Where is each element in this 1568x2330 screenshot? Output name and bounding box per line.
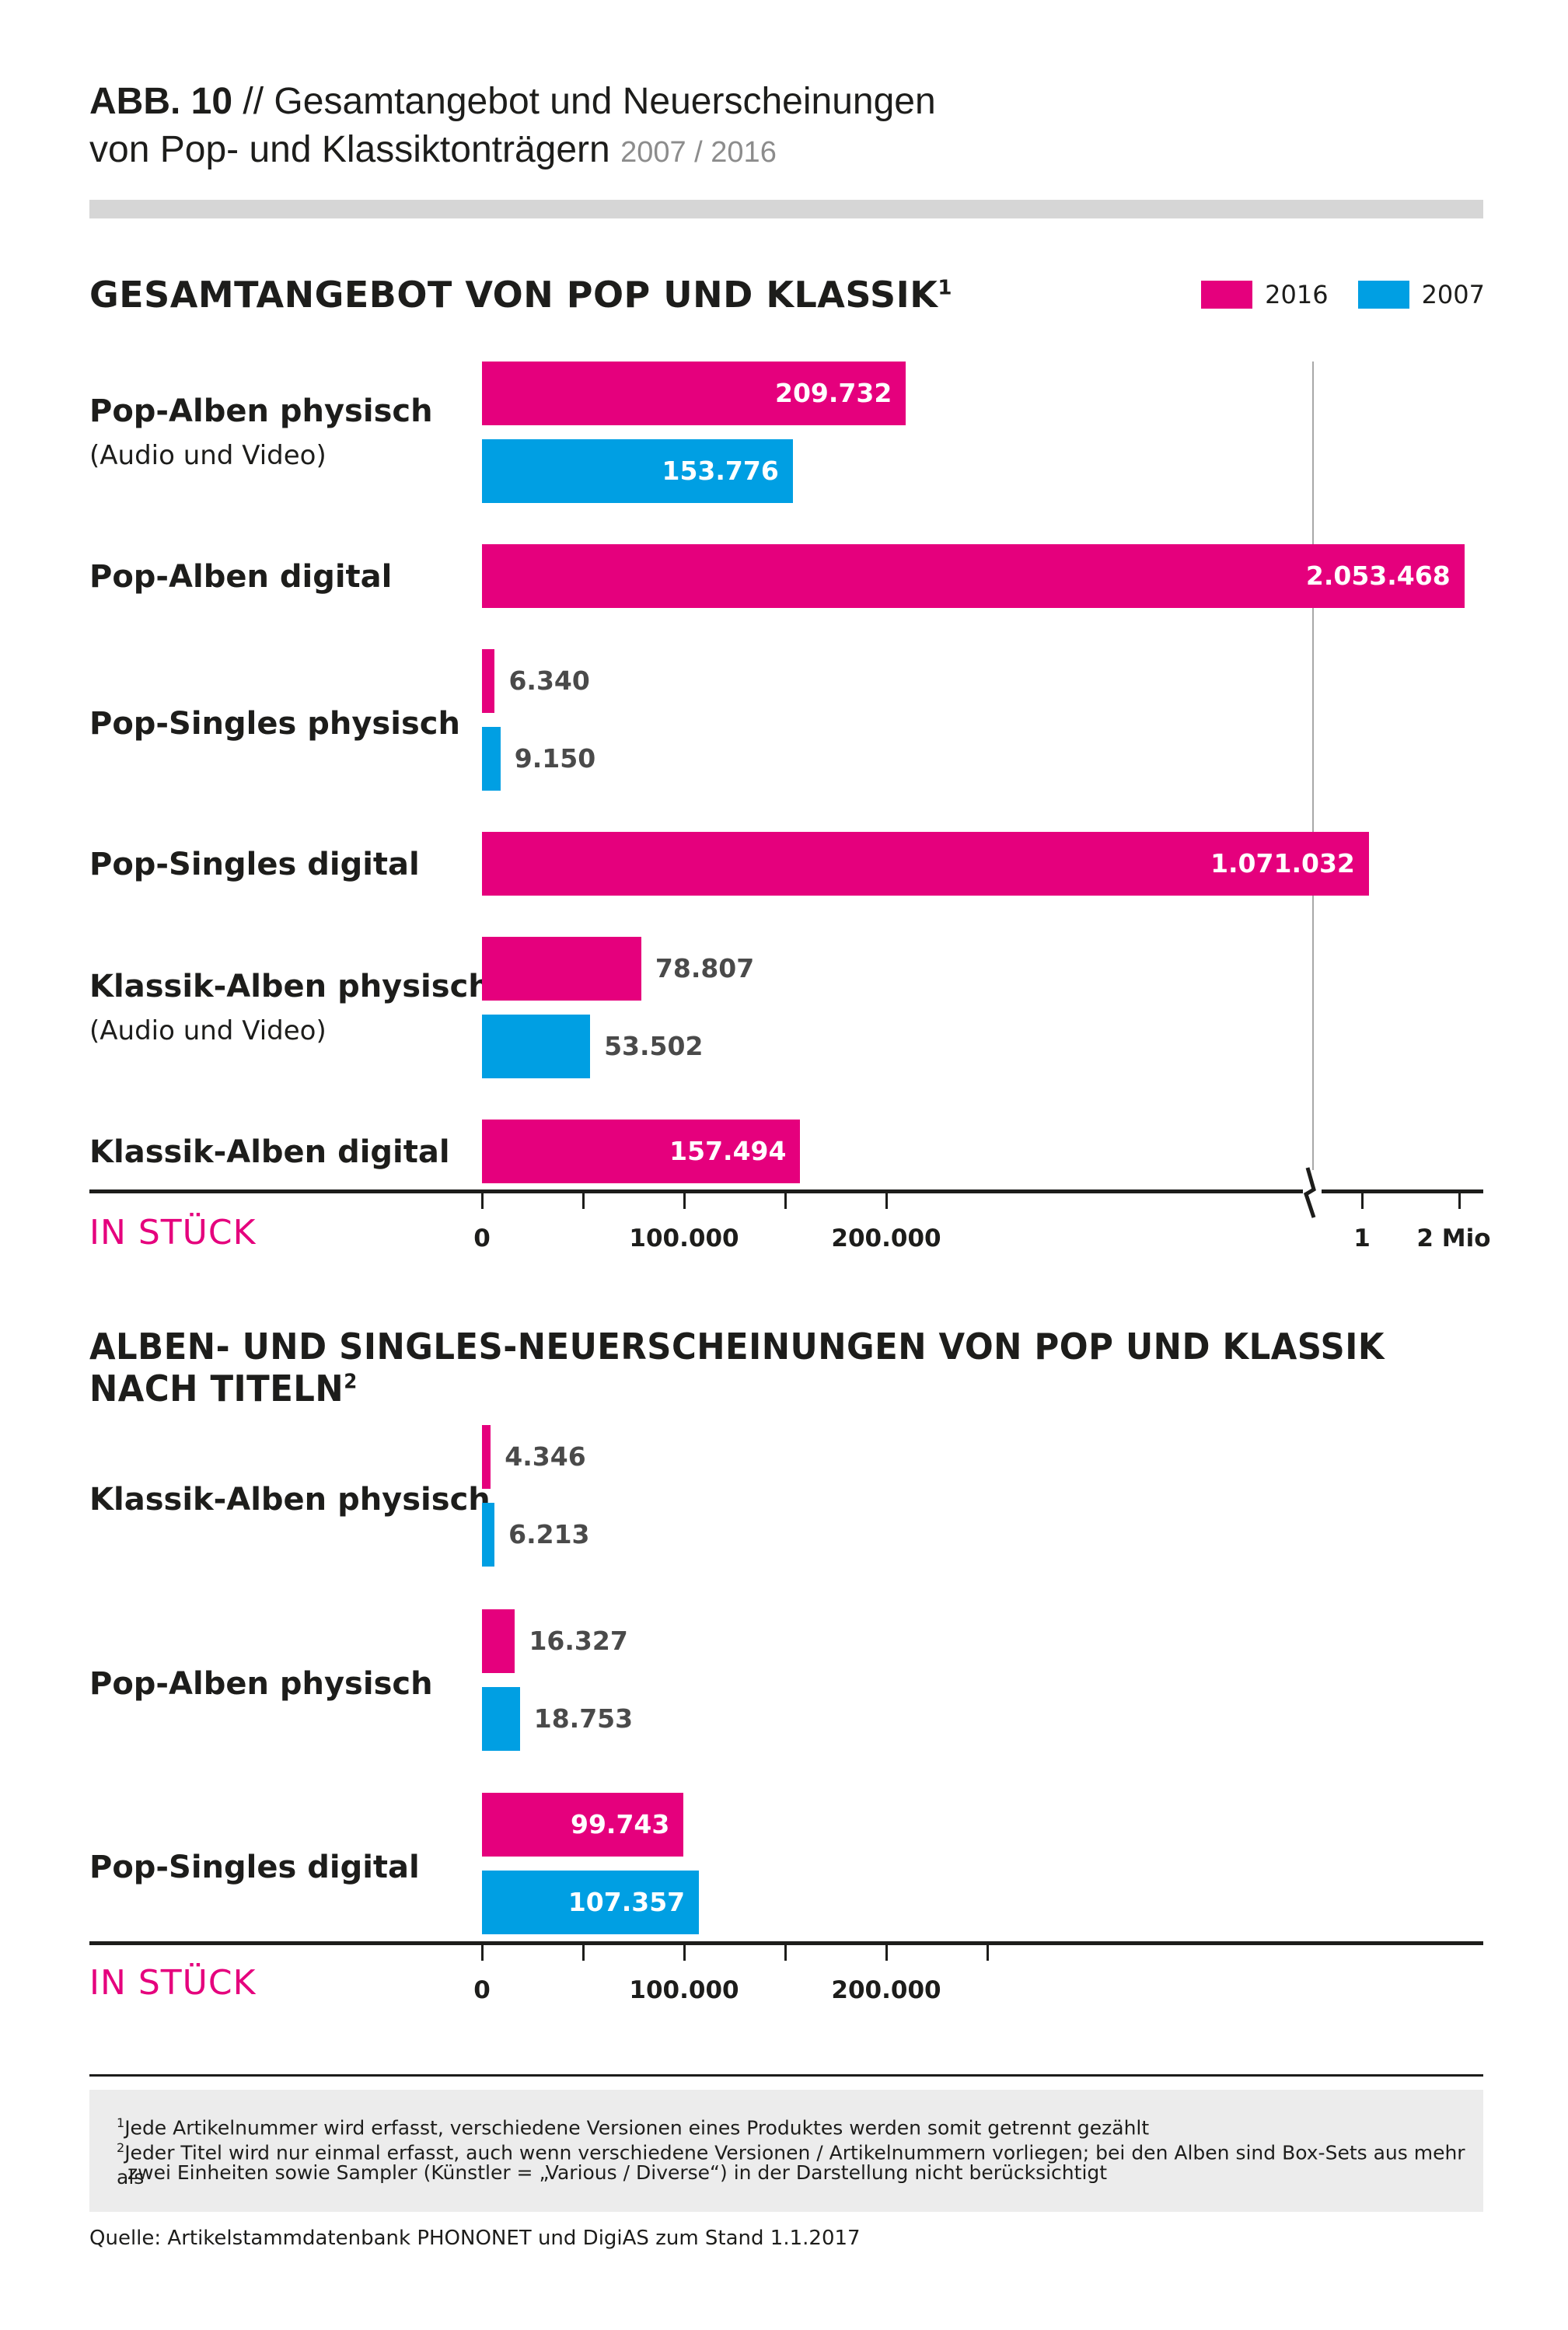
axis-tick xyxy=(683,1945,686,1961)
footnote-divider xyxy=(89,2074,1483,2077)
footnote-2: 2Jeder Titel wird nur einmal erfasst, au… xyxy=(117,2140,1465,2189)
axis-tick xyxy=(481,1945,484,1961)
category-sublabel: (Audio und Video) xyxy=(89,1015,327,1046)
axis-tick xyxy=(481,1193,484,1209)
bar-value-label: 53.502 xyxy=(604,1031,704,1061)
category-label: Klassik-Alben physisch xyxy=(89,1482,491,1518)
axis-tick xyxy=(582,1945,585,1961)
category-label: Pop-Singles digital xyxy=(89,847,420,882)
axis-tick xyxy=(1361,1193,1364,1209)
bar-value-label: 209.732 xyxy=(774,378,892,408)
axis-tick-label: 200.000 xyxy=(831,1224,941,1252)
axis-tick-label: 100.000 xyxy=(629,1224,739,1252)
source-note: Quelle: Artikelstammdatenbank PHONONET u… xyxy=(89,2227,861,2250)
bar-2016 xyxy=(482,1120,801,1183)
axis-tick xyxy=(1458,1193,1461,1209)
axis-tick xyxy=(582,1193,585,1209)
chart1-axis-line-right xyxy=(1322,1189,1483,1193)
bar-value-label: 153.776 xyxy=(662,456,779,486)
footnote-1: 1Jede Artikelnummer wird erfasst, versch… xyxy=(117,2115,1150,2140)
bar-2016 xyxy=(482,1425,491,1489)
bar-value-label: 16.327 xyxy=(529,1626,628,1656)
legend-item-2016: 2016 xyxy=(1201,280,1329,309)
chart2-axis-line xyxy=(89,1941,1483,1945)
bar-value-label: 4.346 xyxy=(505,1441,586,1472)
title-line-2: von Pop- und Klassiktonträgern xyxy=(89,129,610,170)
footnote-box xyxy=(89,2090,1483,2212)
axis-tick-label: 100.000 xyxy=(629,1976,739,2004)
chart1-axis-line xyxy=(89,1189,1303,1193)
legend-swatch-2007 xyxy=(1357,281,1409,309)
bar-2016 xyxy=(482,832,1369,896)
bar-2016 xyxy=(482,1793,684,1857)
bar-value-label: 157.494 xyxy=(669,1136,787,1166)
axis-tick-label: 200.000 xyxy=(831,1976,941,2004)
axis-tick-label: 2 Mio xyxy=(1416,1224,1491,1252)
axis-tick-label: 1 xyxy=(1353,1224,1371,1252)
footnote-2-cont: zwei Einheiten sowie Sampler (Künstler =… xyxy=(127,2161,1108,2184)
category-sublabel: (Audio und Video) xyxy=(89,440,327,471)
bar-value-label: 9.150 xyxy=(514,743,596,774)
category-label: Pop-Alben digital xyxy=(89,559,393,595)
category-label: Pop-Alben physisch xyxy=(89,393,433,429)
bar-2016 xyxy=(482,937,641,1001)
bar-value-label: 6.213 xyxy=(508,1519,590,1549)
figure-number: ABB. 10 xyxy=(89,81,233,122)
category-label: Pop-Singles physisch xyxy=(89,706,460,742)
bar-2007 xyxy=(482,727,501,791)
axis-tick-label: 0 xyxy=(473,1224,491,1252)
axis-break-icon xyxy=(1303,1167,1316,1218)
chart1-reference-line xyxy=(1312,362,1314,1170)
figure-title: ABB. 10 // Gesamtangebot und Neuerschein… xyxy=(89,78,936,176)
legend-label-2016: 2016 xyxy=(1265,280,1329,309)
legend-swatch-2016 xyxy=(1201,281,1253,309)
legend-label-2007: 2007 xyxy=(1421,280,1485,309)
bar-value-label: 2.053.468 xyxy=(1305,561,1451,591)
title-line-1: // Gesamtangebot und Neuerscheinungen xyxy=(243,81,936,122)
bar-value-label: 18.753 xyxy=(533,1703,634,1734)
axis-tick xyxy=(683,1193,686,1209)
title-years: 2007 / 2016 xyxy=(620,136,777,169)
category-label: Pop-Singles digital xyxy=(89,1850,420,1885)
title-divider xyxy=(89,200,1483,218)
axis-tick-label: 0 xyxy=(473,1976,491,2004)
bar-value-label: 78.807 xyxy=(655,953,755,983)
axis-tick xyxy=(784,1945,787,1961)
bar-2016 xyxy=(482,1609,515,1673)
chart1-title: GESAMTANGEBOT VON POP UND KLASSIK1 xyxy=(89,274,952,316)
chart1-unit-label: IN STÜCK xyxy=(89,1213,257,1252)
bar-2016 xyxy=(482,649,495,713)
axis-tick xyxy=(784,1193,787,1209)
chart2-title: ALBEN- UND SINGLES-NEUERSCHEINUNGEN VON … xyxy=(89,1326,1385,1410)
category-label: Klassik-Alben digital xyxy=(89,1134,450,1170)
bar-2007 xyxy=(482,1871,700,1934)
category-label: Pop-Alben physisch xyxy=(89,1666,433,1702)
bar-2016 xyxy=(482,362,906,425)
bar-value-label: 1.071.032 xyxy=(1210,848,1355,879)
legend-item-2007: 2007 xyxy=(1357,280,1485,309)
bar-2007 xyxy=(482,1687,520,1751)
bar-2007 xyxy=(482,439,793,503)
category-label: Klassik-Alben physisch xyxy=(89,969,491,1004)
axis-tick xyxy=(885,1193,888,1209)
axis-tick xyxy=(885,1945,888,1961)
bar-2016 xyxy=(482,544,1465,608)
bar-value-label: 6.340 xyxy=(508,665,590,696)
axis-tick xyxy=(987,1945,989,1961)
bar-2007 xyxy=(482,1503,495,1567)
chart2-unit-label: IN STÜCK xyxy=(89,1963,257,2003)
legend: 2016 2007 xyxy=(1186,280,1485,309)
bar-2007 xyxy=(482,1015,591,1078)
bar-value-label: 99.743 xyxy=(570,1809,670,1839)
bar-value-label: 107.357 xyxy=(567,1887,686,1917)
